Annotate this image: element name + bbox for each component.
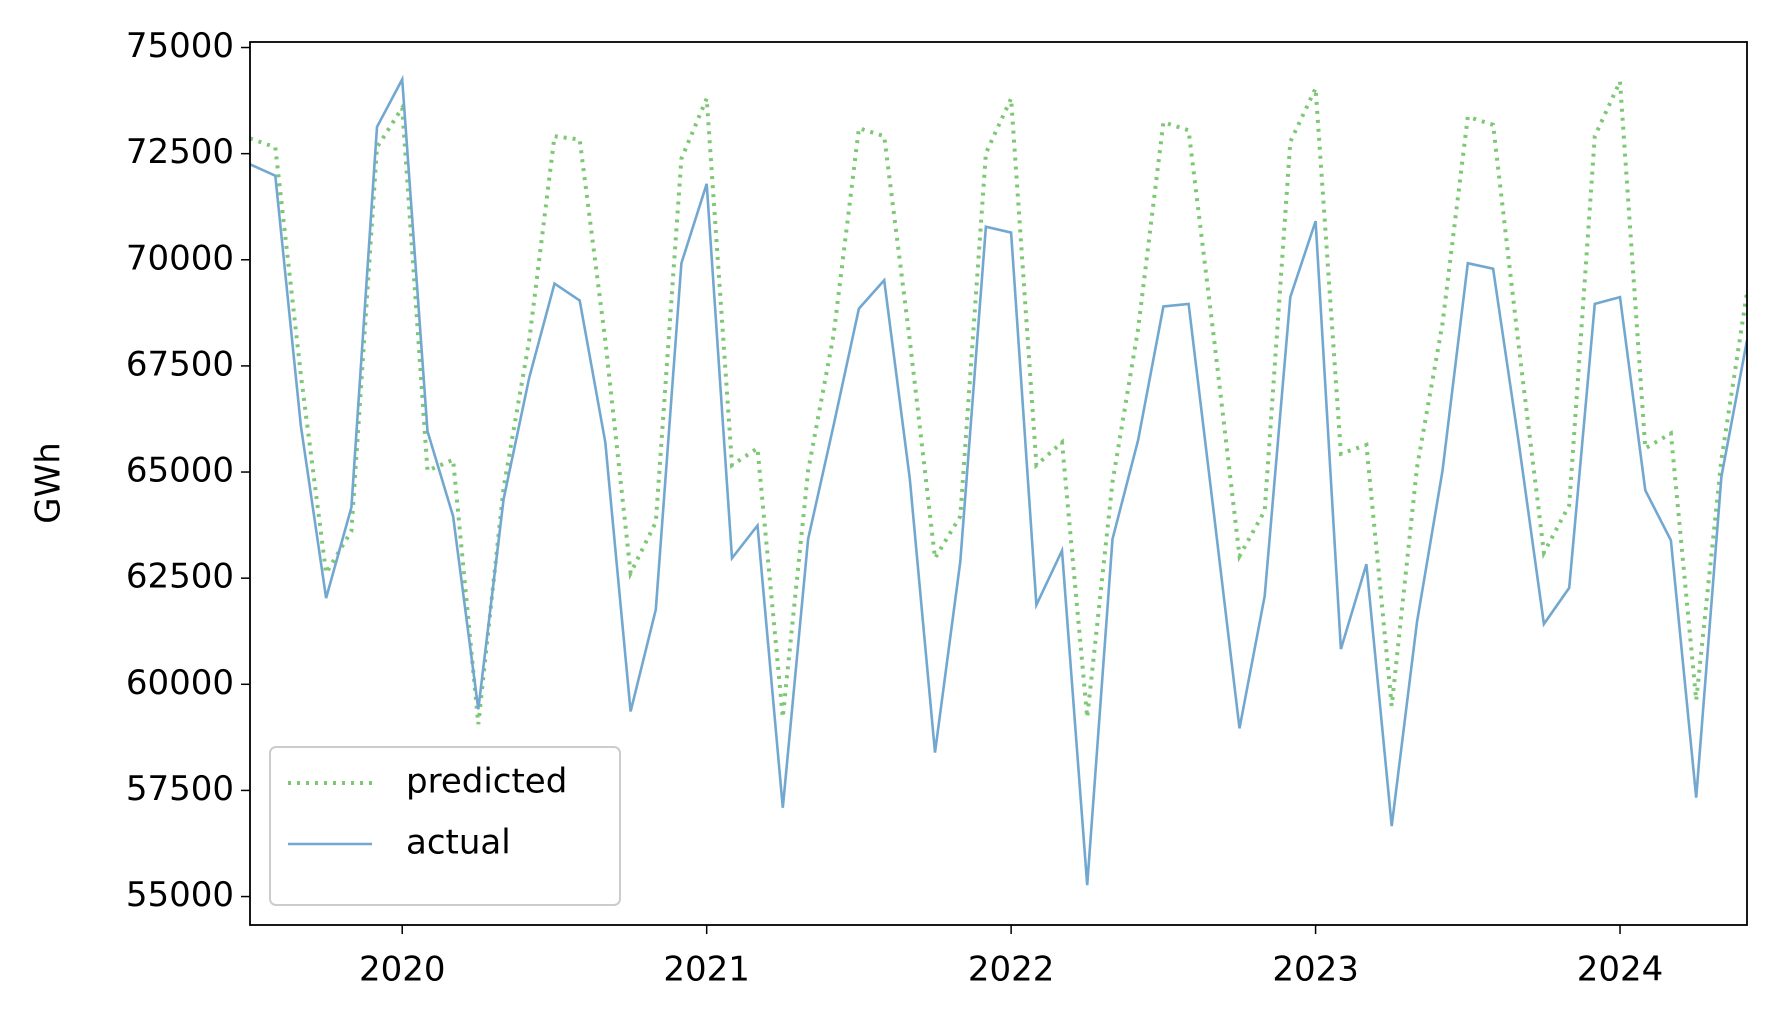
data-line [250, 80, 1747, 725]
y-tick-label: 57500 [126, 769, 234, 809]
legend-box [269, 746, 621, 906]
legend-label: predicted [406, 762, 567, 802]
y-tick-label: 70000 [126, 238, 234, 278]
plot-frame [249, 41, 1748, 926]
y-axis-label: GWh [29, 442, 69, 524]
x-tick-label: 2022 [968, 950, 1055, 990]
y-tick-label: 65000 [126, 451, 234, 491]
x-tick-label: 2020 [359, 950, 446, 990]
y-tick-label: 75000 [126, 26, 234, 66]
y-tick-label: 67500 [126, 344, 234, 384]
y-tick-label: 60000 [126, 663, 234, 703]
x-tick-label: 2024 [1577, 950, 1664, 990]
x-tick-label: 2023 [1272, 950, 1359, 990]
legend-label: actual [406, 823, 511, 863]
y-tick-label: 55000 [126, 875, 234, 915]
y-tick-label: 72500 [126, 132, 234, 172]
data-line [250, 74, 1747, 886]
y-tick-label: 62500 [126, 557, 234, 597]
x-tick-label: 2021 [663, 950, 750, 990]
